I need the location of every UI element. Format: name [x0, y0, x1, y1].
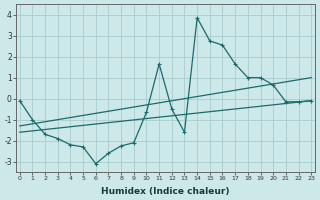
X-axis label: Humidex (Indice chaleur): Humidex (Indice chaleur): [101, 187, 230, 196]
